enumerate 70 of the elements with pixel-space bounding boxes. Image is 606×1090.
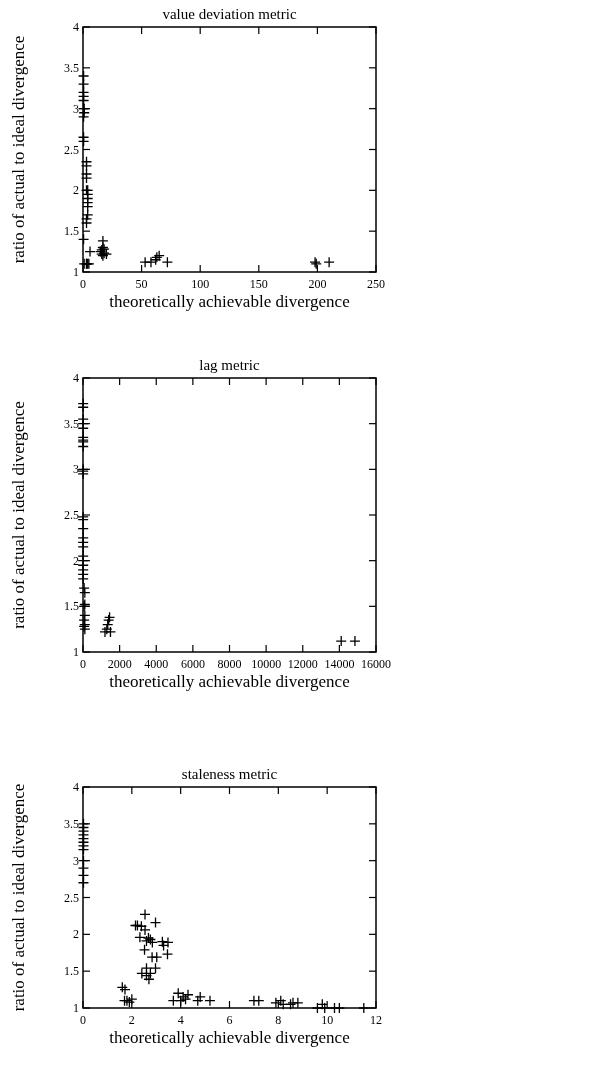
- point: [77, 70, 90, 82]
- x-tick-label: 2: [128, 1013, 135, 1027]
- x-tick-label: 6000: [180, 657, 205, 671]
- x-tick-label: 0: [80, 277, 86, 291]
- chart-title: value deviation metric: [162, 6, 297, 22]
- y-tick-label: 1: [73, 1001, 79, 1015]
- chart-title: lag metric: [199, 357, 261, 373]
- y-tick-label: 2.5: [64, 890, 79, 905]
- y-tick-label: 3: [73, 101, 79, 116]
- y-tick-label: 3.5: [64, 816, 79, 831]
- x-tick-label: 4: [177, 1013, 184, 1027]
- y-axis-title: ratio of actual to ideal divergence: [9, 401, 28, 629]
- y-tick-label: 3: [73, 853, 79, 868]
- point: [79, 586, 91, 599]
- x-tick-label: 0: [80, 657, 86, 671]
- point: [77, 401, 89, 413]
- y-tick-label: 1.5: [64, 599, 79, 614]
- y-tick-label: 2.5: [64, 142, 79, 157]
- x-tick-label: 12: [370, 1013, 382, 1027]
- point: [84, 245, 96, 258]
- y-tick-label: 4: [73, 780, 79, 794]
- y-tick-label: 2: [73, 553, 79, 568]
- point: [80, 172, 93, 184]
- point: [82, 209, 94, 221]
- point: [77, 78, 90, 90]
- point: [97, 235, 109, 247]
- y-tick-label: 3.5: [64, 60, 79, 75]
- x-tick-label: 2000: [107, 657, 132, 671]
- x-tick-label: 14000: [324, 657, 355, 671]
- x-axis-title: theoretically achievable divergence: [109, 672, 350, 691]
- x-tick-label: 100: [191, 277, 210, 291]
- point: [78, 107, 90, 119]
- y-axis-title: ratio of actual to ideal divergence: [9, 783, 28, 1012]
- x-tick-label: 150: [249, 277, 268, 291]
- chart-title: staleness metric: [181, 766, 278, 782]
- point: [77, 135, 90, 147]
- point: [80, 217, 93, 229]
- x-axis-title: theoretically achievable divergence: [109, 292, 350, 311]
- y-tick-label: 2: [73, 183, 79, 198]
- x-tick-label: 50: [135, 277, 148, 291]
- point: [80, 160, 93, 172]
- x-axis-title: theoretically achievable divergence: [109, 1028, 350, 1047]
- y-tick-label: 4: [73, 20, 79, 34]
- point: [349, 635, 361, 647]
- y-tick-label: 1.5: [64, 224, 79, 239]
- y-tick-label: 1.5: [64, 964, 79, 979]
- point: [77, 523, 89, 535]
- point: [161, 256, 174, 268]
- y-tick-label: 2: [73, 927, 79, 942]
- x-tick-label: 8000: [217, 657, 242, 671]
- x-tick-label: 12000: [287, 657, 318, 671]
- y-tick-label: 1: [73, 645, 79, 659]
- y-tick-label: 1: [73, 265, 79, 279]
- x-tick-label: 10: [321, 1013, 334, 1027]
- point: [77, 233, 90, 245]
- x-tick-label: 4000: [144, 657, 169, 671]
- x-tick-label: 200: [308, 277, 327, 291]
- x-tick-label: 6: [226, 1013, 233, 1027]
- point: [323, 256, 335, 268]
- x-tick-label: 250: [367, 277, 385, 291]
- x-tick-label: 10000: [251, 657, 282, 671]
- y-axis-title: ratio of actual to ideal divergence: [9, 35, 28, 264]
- point: [82, 201, 94, 213]
- y-tick-label: 3: [73, 462, 79, 477]
- y-tick-label: 2.5: [64, 508, 79, 522]
- x-tick-label: 0: [80, 1013, 86, 1027]
- y-tick-label: 4: [73, 371, 79, 385]
- y-tick-label: 3.5: [64, 416, 79, 431]
- x-tick-label: 8: [275, 1013, 282, 1027]
- x-tick-label: 16000: [361, 657, 391, 671]
